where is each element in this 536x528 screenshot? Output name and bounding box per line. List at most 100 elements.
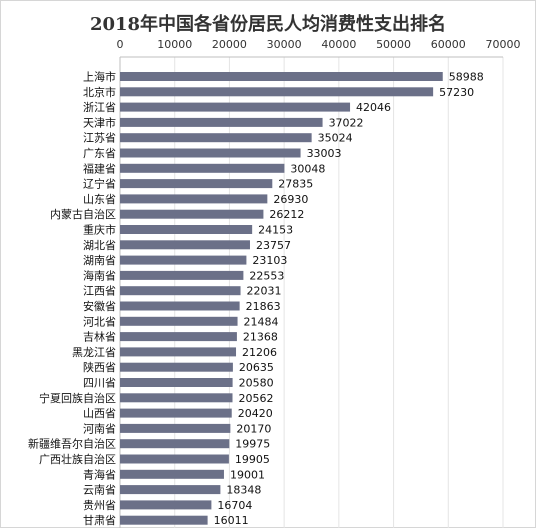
category-label: 贵州省 — [83, 499, 116, 512]
value-label: 16011 — [214, 514, 249, 527]
value-labels: 58988 57230 42046 37022 35024 33003 30048 27835… — [214, 71, 484, 528]
bar — [120, 408, 232, 418]
category-label: 上海市 — [83, 70, 116, 84]
value-label: 33003 — [307, 147, 342, 160]
category-label: 河北省 — [83, 315, 116, 328]
x-tick-label: 0 — [117, 38, 124, 51]
bar — [120, 87, 434, 97]
category-label: 北京市 — [83, 85, 116, 99]
category-label: 宁夏回族自治区 — [39, 391, 116, 405]
x-axis-ticks: 0 10000 20000 30000 40000 50000 60000 70000 — [117, 38, 521, 51]
value-label: 19001 — [230, 468, 265, 481]
value-label: 22031 — [247, 285, 282, 298]
bar — [120, 423, 231, 433]
category-label: 广东省 — [83, 147, 116, 160]
bar — [120, 500, 212, 510]
x-tick-label: 60000 — [431, 38, 466, 51]
category-label: 山西省 — [83, 407, 116, 420]
bar — [120, 515, 208, 525]
bar — [120, 469, 224, 479]
value-label: 26930 — [273, 193, 308, 206]
category-label: 海南省 — [83, 268, 116, 282]
category-label: 福建省 — [83, 161, 116, 175]
category-label: 甘肃省 — [83, 514, 116, 527]
x-tick-label: 20000 — [212, 38, 247, 51]
value-label: 16704 — [217, 499, 252, 512]
x-tick-label: 40000 — [321, 38, 356, 51]
bar — [120, 240, 250, 250]
value-label: 27835 — [278, 178, 313, 191]
category-label: 陕西省 — [83, 360, 116, 374]
value-label: 18348 — [226, 484, 261, 497]
value-label: 21368 — [243, 331, 278, 344]
value-label: 20635 — [239, 361, 274, 374]
category-label: 云南省 — [83, 484, 116, 497]
bar — [120, 163, 285, 173]
bar — [120, 485, 221, 495]
bar — [120, 270, 244, 280]
category-label: 湖南省 — [83, 254, 116, 267]
category-label: 江西省 — [83, 285, 116, 298]
category-label: 新疆维吾尔自治区 — [28, 437, 116, 451]
bar — [120, 179, 273, 189]
bar — [120, 102, 351, 112]
bar — [120, 148, 301, 158]
category-label: 河南省 — [83, 422, 116, 435]
bar — [120, 378, 233, 387]
value-label: 23757 — [256, 239, 291, 252]
category-label: 广西壮族自治区 — [39, 452, 116, 466]
category-label: 四川省 — [83, 377, 116, 390]
category-labels: 上海市北京市浙江省天津市江苏省广东省福建省辽宁省山东省内蒙古自治区重庆市湖北省湖… — [28, 70, 116, 528]
bar — [120, 347, 237, 357]
chart-title: 2018年中国各省份居民人均消费性支出排名 — [90, 13, 446, 35]
bar — [120, 362, 233, 372]
x-tick-label: 10000 — [157, 38, 192, 51]
category-label: 安徽省 — [83, 299, 116, 313]
bar — [120, 225, 253, 234]
category-label: 辽宁省 — [83, 177, 116, 191]
x-tick-label: 70000 — [486, 38, 521, 51]
category-label: 天津市 — [83, 115, 116, 129]
x-tick-label: 50000 — [376, 38, 411, 51]
bar — [120, 194, 268, 204]
category-label: 内蒙古自治区 — [50, 207, 116, 221]
value-label: 21484 — [244, 315, 279, 328]
bar — [120, 393, 233, 403]
value-label: 23103 — [252, 254, 287, 267]
bar — [120, 439, 230, 449]
bar — [120, 286, 241, 296]
value-label: 21863 — [246, 300, 281, 313]
bar — [120, 454, 229, 464]
value-label: 19975 — [235, 438, 270, 451]
category-label: 青海省 — [83, 467, 116, 481]
category-label: 浙江省 — [83, 101, 116, 114]
value-label: 35024 — [318, 132, 353, 145]
value-label: 22553 — [249, 269, 284, 282]
value-label: 20420 — [238, 407, 273, 420]
bar — [120, 301, 240, 311]
value-label: 58988 — [449, 71, 484, 84]
category-label: 吉林省 — [83, 330, 116, 344]
category-label: 山东省 — [83, 193, 116, 206]
value-label: 42046 — [356, 101, 391, 114]
category-label: 江苏省 — [83, 132, 116, 145]
value-label: 20562 — [239, 392, 274, 405]
bar — [120, 316, 238, 326]
bars — [120, 72, 443, 525]
bar — [120, 133, 312, 143]
bar — [120, 332, 237, 342]
value-label: 19905 — [235, 453, 270, 466]
bar — [120, 72, 443, 81]
category-label: 黑龙江省 — [72, 346, 116, 359]
x-tick-label: 30000 — [267, 38, 302, 51]
value-label: 37022 — [329, 116, 364, 129]
value-label: 20580 — [239, 377, 274, 390]
category-label: 重庆市 — [83, 223, 116, 237]
value-label: 26212 — [269, 208, 304, 221]
category-label: 湖北省 — [83, 239, 116, 252]
value-label: 57230 — [439, 86, 474, 99]
value-label: 21206 — [242, 346, 277, 359]
value-label: 20170 — [236, 422, 271, 435]
value-label: 24153 — [258, 224, 293, 237]
